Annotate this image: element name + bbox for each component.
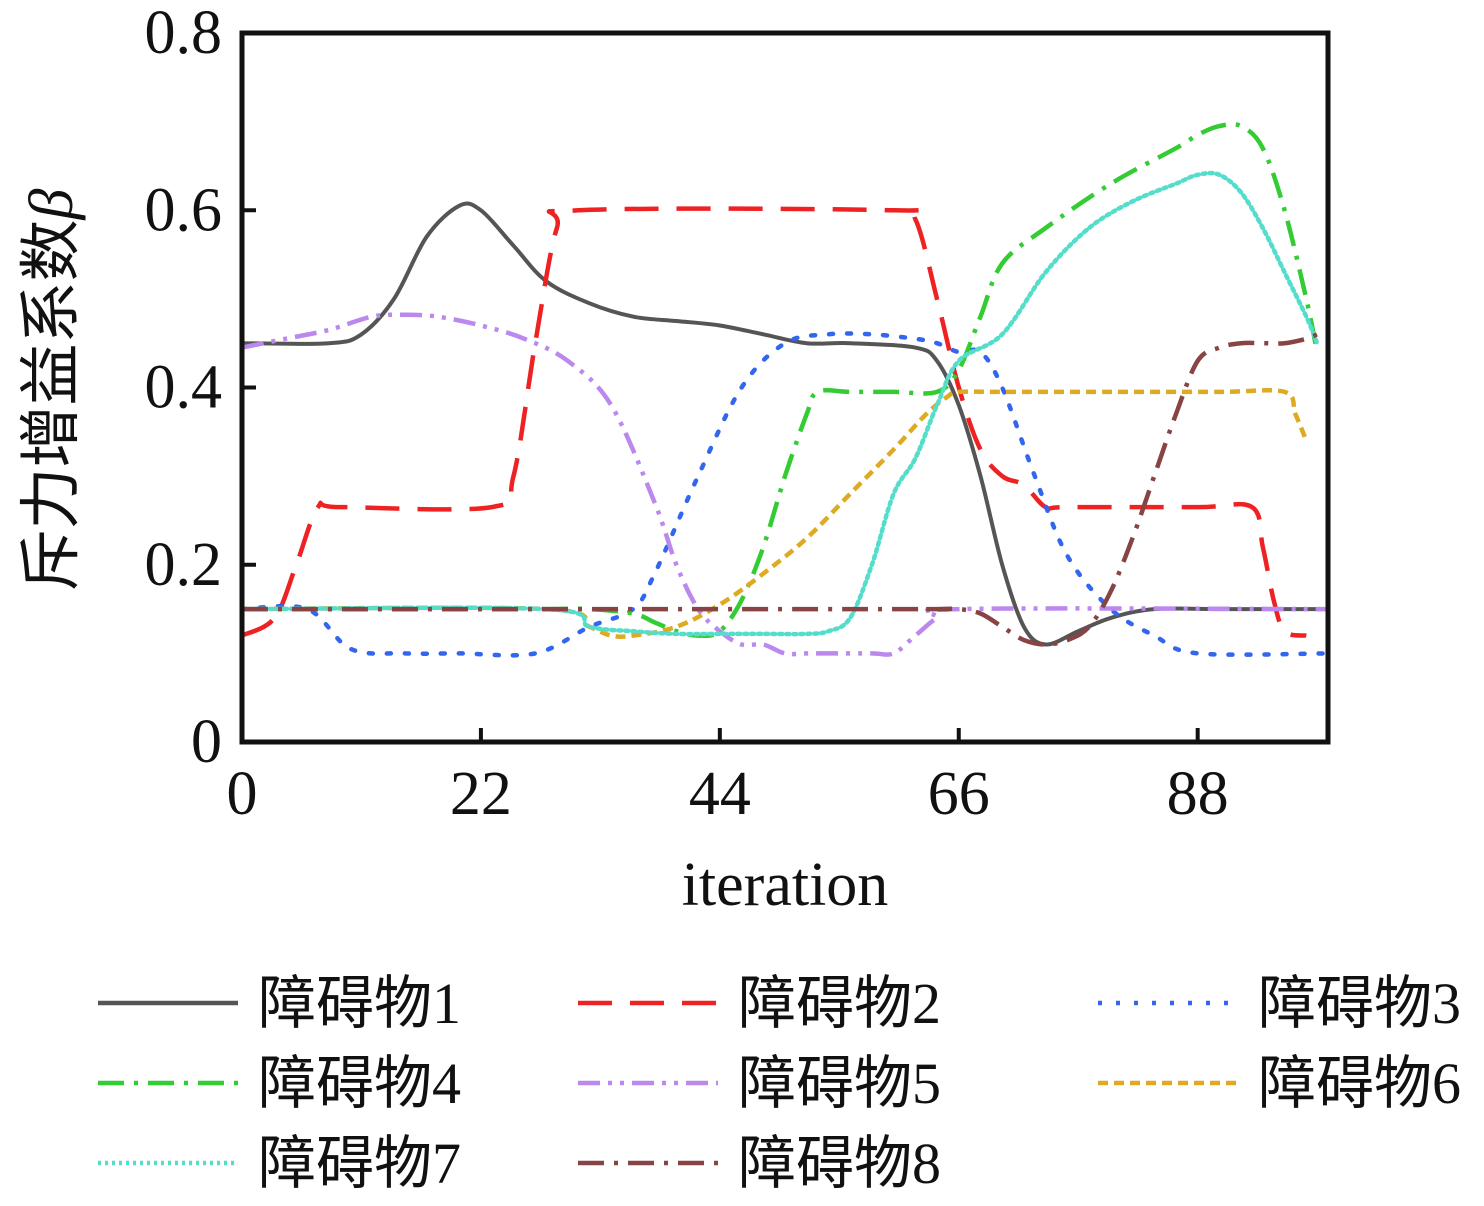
legend-label-1: 障碍物1: [258, 971, 461, 1036]
legend-label-7: 障碍物7: [258, 1131, 461, 1196]
y-tick-label: 0.2: [145, 531, 223, 599]
legend-label-8: 障碍物8: [738, 1131, 941, 1196]
plot-frame: [239, 30, 1331, 745]
legend-label-3: 障碍物3: [1258, 971, 1461, 1036]
y-axis-ticks: 0 0.2 0.4 0.6 0.8: [145, 0, 256, 776]
y-axis-title-group: 斥力增益系数β: [18, 188, 86, 591]
legend-label-6: 障碍物6: [1258, 1051, 1461, 1116]
y-tick-label: 0.4: [145, 354, 223, 422]
x-tick-label: 88: [1167, 760, 1229, 828]
series-line-7: [239, 170, 1320, 637]
series-lines: [239, 121, 1331, 658]
y-tick-label: 0.8: [145, 0, 223, 67]
y-axis-title-symbol: β: [18, 188, 86, 220]
legend-label-4: 障碍物4: [258, 1051, 461, 1116]
x-tick-label: 44: [689, 760, 751, 828]
legend: 障碍物1 障碍物2 障碍物3 障碍物4 障碍物5 障碍物6 障碍物7 障碍物8: [98, 971, 1461, 1196]
x-axis-ticks: 0 22 44 66 88: [227, 728, 1229, 828]
series-line-8: [242, 332, 1319, 647]
y-tick-label: 0: [191, 708, 222, 776]
x-tick-label: 22: [450, 760, 512, 828]
series-line-2: [240, 206, 1307, 638]
x-axis-title: iteration: [682, 851, 889, 919]
y-axis-title: 斥力增益系数β: [18, 188, 86, 591]
series-line-6: [241, 388, 1309, 639]
series-line-3: [239, 331, 1331, 658]
legend-label-5: 障碍物5: [738, 1051, 941, 1116]
x-tick-label: 66: [928, 760, 990, 828]
series-line-4: [242, 121, 1320, 639]
x-tick-label: 0: [227, 760, 258, 828]
y-tick-label: 0.6: [145, 176, 223, 244]
y-axis-title-text: 斥力增益系数: [18, 219, 86, 591]
series-line-1: [241, 201, 1328, 647]
series-line-5: [241, 312, 1329, 657]
legend-label-2: 障碍物2: [738, 971, 941, 1036]
